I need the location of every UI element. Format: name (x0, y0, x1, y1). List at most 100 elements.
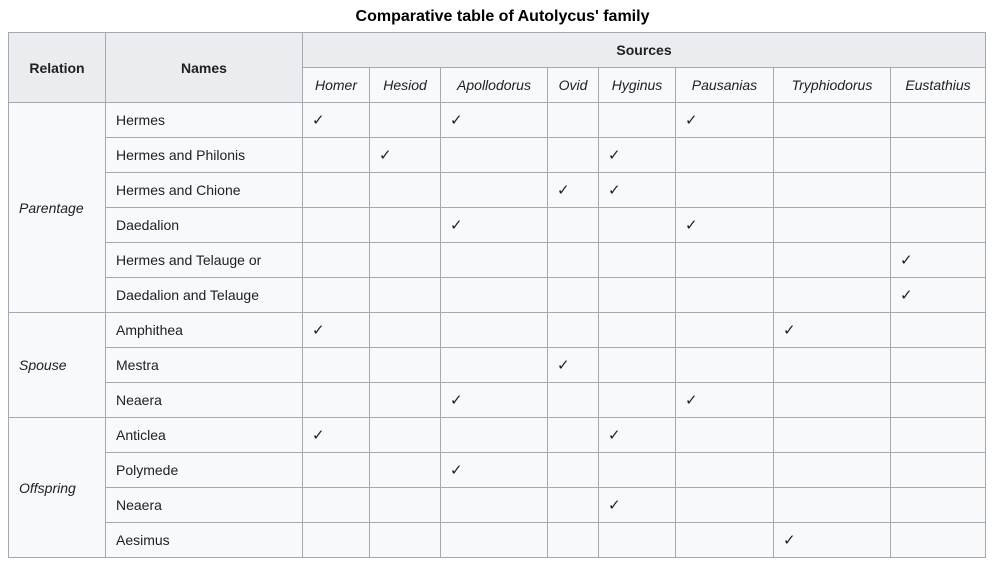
empty-cell (369, 312, 441, 348)
empty-cell (369, 522, 441, 558)
empty-cell (773, 452, 891, 488)
empty-cell (773, 487, 891, 523)
empty-cell (547, 242, 599, 278)
empty-cell (598, 102, 676, 138)
table-row: Mestra ✓ (9, 347, 986, 383)
empty-cell (773, 347, 891, 383)
check-mark-cell: ✓ (598, 172, 676, 208)
empty-cell (547, 102, 599, 138)
name-cell: Anticlea (105, 417, 303, 453)
relation-column-header: Relation (8, 32, 106, 103)
name-cell: Hermes and Telauge or (105, 242, 303, 278)
empty-cell (675, 137, 774, 173)
empty-cell (890, 522, 986, 558)
empty-cell (369, 102, 441, 138)
empty-cell (675, 522, 774, 558)
empty-cell (598, 312, 676, 348)
check-mark-cell: ✓ (675, 102, 774, 138)
empty-cell (547, 207, 599, 243)
table-body: Parentage Hermes ✓ ✓ ✓ Hermes and Philonis ✓ ✓ H… (8, 102, 986, 558)
table-row: Daedalion and Telauge ✓ (9, 277, 986, 313)
name-cell: Polymede (105, 452, 303, 488)
check-mark-cell: ✓ (773, 312, 891, 348)
empty-cell (369, 172, 441, 208)
name-cell: Amphithea (105, 312, 303, 348)
empty-cell (773, 242, 891, 278)
name-cell: Hermes (105, 102, 303, 138)
check-mark-cell: ✓ (302, 312, 370, 348)
check-mark-cell: ✓ (675, 382, 774, 418)
empty-cell (547, 382, 599, 418)
empty-cell (440, 277, 548, 313)
table-row: Daedalion ✓ ✓ (9, 207, 986, 243)
empty-cell (773, 207, 891, 243)
source-header-eustathius: Eustathius (890, 67, 986, 103)
empty-cell (369, 417, 441, 453)
check-mark-cell: ✓ (302, 417, 370, 453)
empty-cell (773, 137, 891, 173)
family-table: Relation Names Sources Homer Hesiod Apollo… (8, 32, 986, 558)
empty-cell (890, 312, 986, 348)
empty-cell (302, 522, 370, 558)
empty-cell (302, 172, 370, 208)
empty-cell (598, 207, 676, 243)
name-cell: Aesimus (105, 522, 303, 558)
check-mark-cell: ✓ (598, 137, 676, 173)
name-cell: Daedalion (105, 207, 303, 243)
table-row: Aesimus ✓ (9, 522, 986, 558)
empty-cell (675, 487, 774, 523)
empty-cell (369, 487, 441, 523)
empty-cell (440, 242, 548, 278)
empty-cell (369, 382, 441, 418)
table-row: Hermes and Chione ✓ ✓ (9, 172, 986, 208)
empty-cell (440, 172, 548, 208)
source-header-ovid: Ovid (547, 67, 599, 103)
empty-cell (302, 452, 370, 488)
empty-cell (890, 347, 986, 383)
table-row: Spouse Amphithea ✓ ✓ (8, 312, 986, 418)
empty-cell (773, 382, 891, 418)
empty-cell (598, 452, 676, 488)
source-header-hesiod: Hesiod (369, 67, 441, 103)
empty-cell (440, 487, 548, 523)
name-cell: Neaera (105, 487, 303, 523)
empty-cell (675, 347, 774, 383)
source-header-homer: Homer (302, 67, 370, 103)
empty-cell (369, 207, 441, 243)
table-row: Polymede ✓ (9, 452, 986, 488)
empty-cell (369, 277, 441, 313)
empty-cell (890, 207, 986, 243)
empty-cell (302, 242, 370, 278)
empty-cell (773, 417, 891, 453)
name-cell: Hermes and Philonis (105, 137, 303, 173)
table-row: Offspring Anticlea ✓ ✓ (8, 417, 986, 558)
empty-cell (773, 277, 891, 313)
empty-cell (598, 522, 676, 558)
empty-cell (598, 242, 676, 278)
check-mark-cell: ✓ (369, 137, 441, 173)
empty-cell (440, 417, 548, 453)
table-row: Neaera ✓ ✓ (9, 382, 986, 418)
source-header-apollodorus: Apollodorus (440, 67, 548, 103)
empty-cell (598, 277, 676, 313)
check-mark-cell: ✓ (547, 172, 599, 208)
empty-cell (369, 452, 441, 488)
empty-cell (302, 137, 370, 173)
empty-cell (440, 522, 548, 558)
check-mark-cell: ✓ (675, 207, 774, 243)
empty-cell (675, 312, 774, 348)
relation-cell-spouse: Spouse (8, 312, 106, 418)
check-mark-cell: ✓ (440, 452, 548, 488)
empty-cell (675, 172, 774, 208)
relation-cell-parentage: Parentage (8, 102, 106, 313)
empty-cell (675, 242, 774, 278)
empty-cell (440, 312, 548, 348)
empty-cell (675, 417, 774, 453)
empty-cell (773, 102, 891, 138)
empty-cell (302, 347, 370, 383)
empty-cell (890, 137, 986, 173)
check-mark-cell: ✓ (302, 102, 370, 138)
empty-cell (598, 347, 676, 383)
empty-cell (302, 277, 370, 313)
